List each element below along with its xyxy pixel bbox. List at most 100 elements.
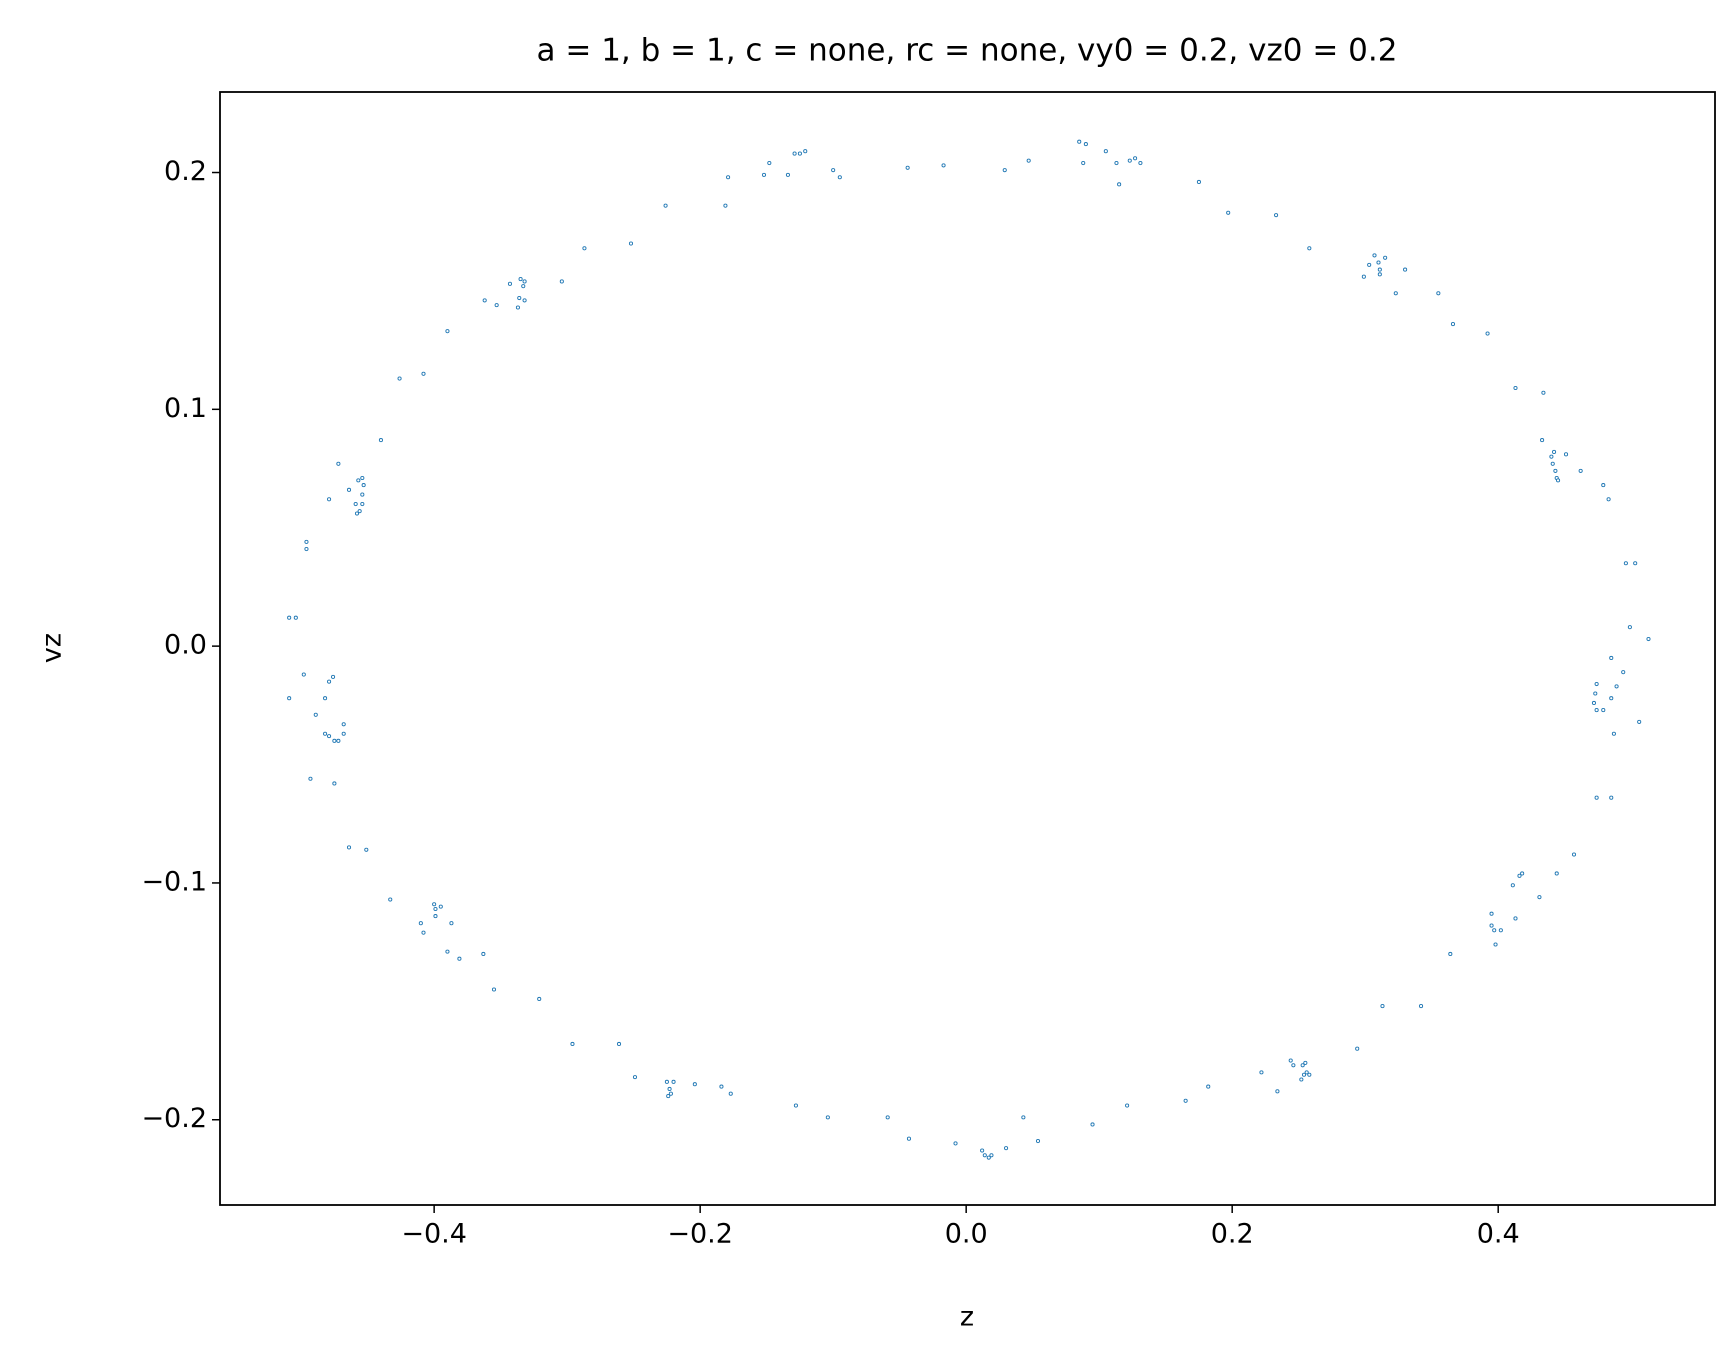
point xyxy=(1609,696,1614,701)
point xyxy=(1367,262,1372,267)
point xyxy=(378,438,383,443)
point xyxy=(1485,331,1490,336)
point xyxy=(1489,923,1494,928)
point xyxy=(666,1094,671,1099)
point xyxy=(449,921,454,926)
point xyxy=(1090,1122,1095,1127)
point xyxy=(885,1115,890,1120)
point xyxy=(421,930,426,935)
point xyxy=(1026,158,1031,163)
point xyxy=(1448,951,1453,957)
point xyxy=(522,298,527,303)
point xyxy=(1623,561,1628,566)
point xyxy=(1275,1089,1280,1094)
x-tick-label: −0.2 xyxy=(667,1219,733,1250)
point xyxy=(632,1075,638,1080)
point xyxy=(559,279,564,284)
y-tick-label: 0.1 xyxy=(164,393,207,424)
point xyxy=(667,1086,672,1092)
point xyxy=(792,151,797,156)
point xyxy=(323,731,328,736)
x-tick-label: 0.4 xyxy=(1477,1219,1520,1250)
point xyxy=(628,241,634,246)
point xyxy=(332,738,337,743)
point xyxy=(1436,291,1441,296)
point xyxy=(1288,1058,1293,1063)
point xyxy=(1540,438,1545,443)
point xyxy=(357,509,362,514)
x-tick-label: 0.2 xyxy=(1211,1219,1254,1250)
y-tick-label: 0.2 xyxy=(164,156,207,187)
point xyxy=(1606,497,1611,502)
point xyxy=(433,906,438,912)
point xyxy=(1377,267,1382,272)
point xyxy=(793,1103,798,1108)
point xyxy=(397,376,402,381)
point xyxy=(293,615,298,620)
point xyxy=(723,203,728,208)
point xyxy=(1621,670,1626,675)
point xyxy=(433,914,438,919)
point xyxy=(1307,246,1312,251)
point xyxy=(491,987,497,992)
point xyxy=(304,539,309,544)
point xyxy=(304,546,309,552)
point xyxy=(1609,655,1614,661)
point xyxy=(767,160,772,166)
point xyxy=(327,734,332,739)
point xyxy=(761,172,767,177)
point xyxy=(1004,1146,1009,1151)
point xyxy=(1578,468,1583,473)
point xyxy=(1103,149,1108,154)
point xyxy=(1304,1070,1309,1075)
point xyxy=(1307,1072,1312,1077)
point xyxy=(664,1079,669,1084)
point xyxy=(1117,182,1122,187)
point xyxy=(726,175,731,180)
point xyxy=(1493,942,1498,947)
point xyxy=(445,329,450,334)
point xyxy=(1393,291,1398,296)
point xyxy=(1083,142,1088,147)
point xyxy=(1571,852,1577,857)
point xyxy=(353,501,358,507)
point xyxy=(1549,454,1554,459)
point xyxy=(1183,1098,1188,1103)
point xyxy=(989,1153,994,1158)
chart-title: a = 1, b = 1, c = none, rc = none, vy0 =… xyxy=(537,33,1398,69)
point xyxy=(1637,719,1642,724)
y-tick-label: 0.0 xyxy=(164,630,207,661)
point xyxy=(1513,916,1518,921)
point xyxy=(1380,1004,1385,1009)
point xyxy=(1125,1103,1130,1108)
point xyxy=(1601,483,1606,488)
point xyxy=(1492,928,1497,933)
point xyxy=(1601,708,1606,713)
point xyxy=(728,1091,733,1096)
point xyxy=(287,615,292,620)
point xyxy=(457,956,462,961)
point xyxy=(1127,158,1132,163)
point xyxy=(287,696,292,701)
y-tick-label: −0.2 xyxy=(141,1103,207,1134)
point xyxy=(432,902,437,907)
point xyxy=(1403,267,1408,272)
point xyxy=(1489,911,1494,916)
point xyxy=(494,303,499,308)
point xyxy=(356,478,361,483)
point xyxy=(308,776,313,781)
point xyxy=(1081,160,1086,166)
point xyxy=(1563,452,1569,457)
point xyxy=(1550,461,1555,466)
point xyxy=(616,1041,622,1047)
point xyxy=(418,921,423,926)
point xyxy=(1114,160,1119,166)
y-tick-label: −0.1 xyxy=(141,866,207,897)
point xyxy=(1196,179,1201,185)
point xyxy=(1035,1139,1041,1144)
point xyxy=(522,279,527,284)
point xyxy=(906,1136,912,1141)
point xyxy=(336,461,341,466)
point xyxy=(570,1041,575,1047)
point xyxy=(803,149,808,154)
